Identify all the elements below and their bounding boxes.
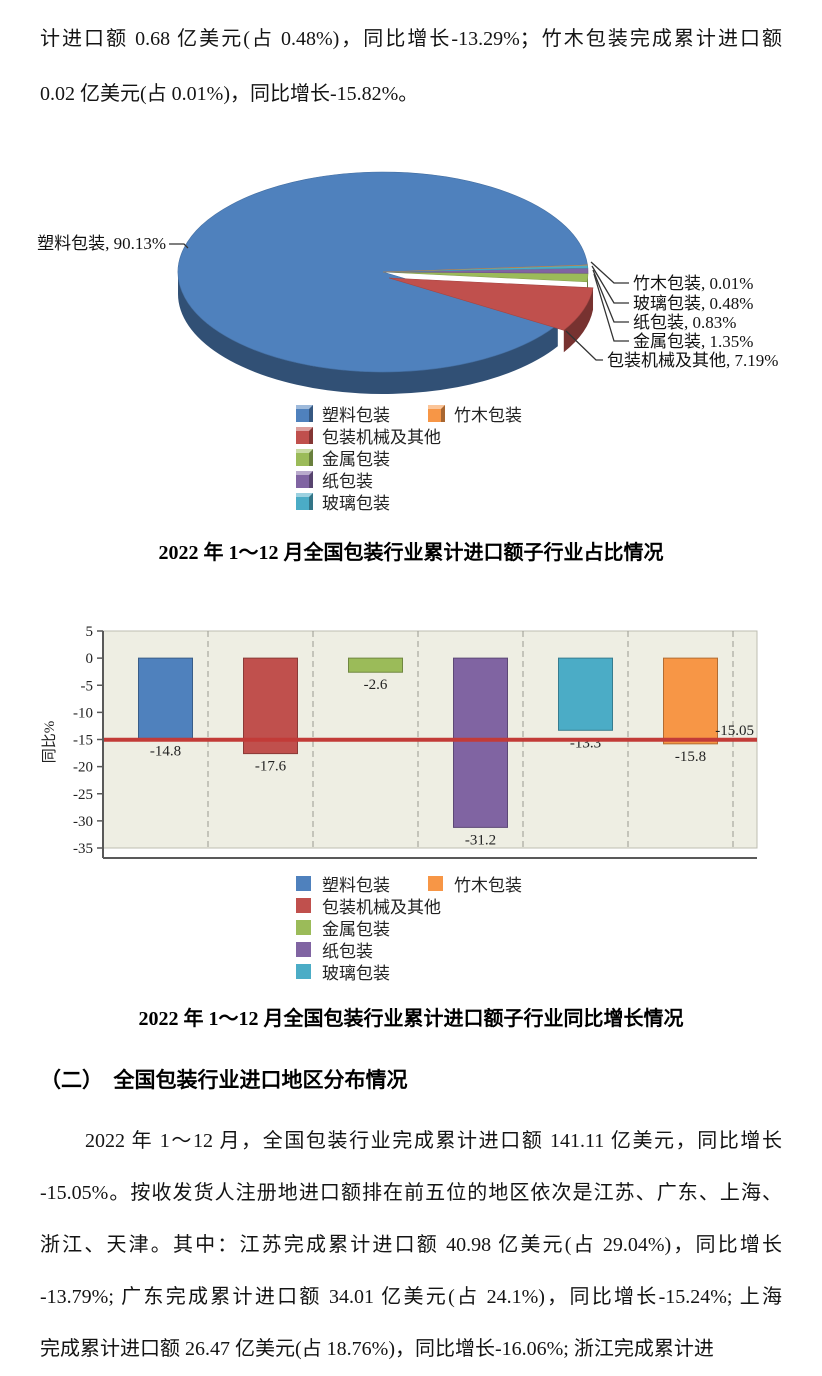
legend-cube-icon	[296, 404, 313, 422]
legend-label: 塑料包装	[322, 875, 390, 895]
legend-item: 塑料包装	[296, 402, 441, 425]
bar	[663, 657, 718, 745]
pie-slice	[382, 264, 588, 273]
legend-label: 纸包装	[322, 471, 373, 491]
pie-callout-label: 竹木包装, 0.01%	[633, 274, 753, 293]
tick-label: -35	[73, 841, 93, 857]
section-heading: （二） 全国包装行业进口地区分布情况	[40, 1068, 408, 1092]
intro-line: 计进口额 0.68 亿美元(占 0.48%)，同比增长-13.29%；竹木包装完…	[40, 28, 782, 50]
pie-callout-label: 纸包装, 0.83%	[633, 313, 736, 332]
legend-label: 竹木包装	[454, 405, 522, 425]
legend-item: 竹木包装	[428, 872, 522, 895]
y-axis-title: 同比%	[41, 721, 58, 764]
legend-label: 玻璃包装	[322, 493, 390, 513]
legend-label: 金属包装	[322, 449, 390, 469]
legend-label: 包装机械及其他	[322, 427, 441, 447]
tick-label: 5	[86, 624, 94, 640]
legend-swatch-icon	[296, 919, 311, 935]
tick-label: -30	[73, 814, 93, 830]
bar	[243, 657, 298, 755]
body-line: 2022 年 1～12 月，全国包装行业完成累计进口额 141.11 亿美元，同…	[85, 1130, 782, 1152]
bar-caption: 2022 年 1～12 月全国包装行业累计进口额子行业同比增长情况	[138, 1008, 684, 1030]
legend-swatch-icon	[296, 963, 311, 979]
body-line: 浙江、天津。其中：江苏完成累计进口额 40.98 亿美元(占 29.04%)，同…	[40, 1234, 782, 1256]
callout-line	[565, 330, 603, 361]
legend-label: 塑料包装	[322, 405, 390, 425]
pie-legend: 塑料包装 包装机械及其他 金属包装 纸包装 玻璃包装	[296, 402, 441, 513]
tick-label: -10	[73, 705, 93, 721]
tick-label: -20	[73, 760, 93, 776]
bar-value-label: -17.6	[255, 759, 287, 775]
tick-label: -25	[73, 787, 93, 803]
reference-line-label: -15.05	[715, 723, 754, 739]
legend-swatch-icon	[296, 875, 311, 891]
legend-label: 竹木包装	[454, 875, 522, 895]
tick-label: -5	[81, 678, 94, 694]
legend-cube-icon	[428, 404, 445, 422]
callout-line	[593, 273, 629, 342]
legend-label: 纸包装	[322, 941, 373, 961]
legend-cube-icon	[296, 492, 313, 510]
legend-swatch-icon	[296, 897, 311, 913]
bar	[558, 657, 613, 731]
pie-caption: 2022 年 1～12 月全国包装行业累计进口额子行业占比情况	[158, 542, 664, 564]
legend-cube-icon	[296, 470, 313, 488]
pie-slice	[177, 171, 588, 373]
legend-swatch-icon	[428, 875, 443, 891]
legend-label: 玻璃包装	[322, 963, 390, 983]
legend-item: 金属包装	[296, 446, 441, 469]
pie-callout-label: 金属包装, 1.35%	[633, 332, 753, 351]
bar-chart: -14.8 -17.6 -2.6 -31.2 -13.3 -15.8 5 0 -5 -10 -15…	[41, 624, 758, 859]
legend-item: 包装机械及其他	[296, 424, 441, 447]
legend-item: 纸包装	[296, 938, 441, 961]
legend-item: 金属包装	[296, 916, 441, 939]
bar-value-label: -13.3	[570, 735, 601, 751]
bar-value-label: -31.2	[465, 832, 496, 848]
bars: -14.8 -17.6 -2.6 -31.2 -13.3 -15.8	[138, 657, 718, 848]
tick-label: -15	[73, 733, 93, 749]
callout-line	[592, 269, 629, 323]
callout-line	[591, 265, 629, 304]
legend-item: 塑料包装	[296, 872, 441, 895]
y-axis-ticks: 5 0 -5 -10 -15 -20 -25 -30 -35	[73, 624, 103, 857]
pie-callout-label: 塑料包装, 90.13%	[37, 234, 166, 253]
tick-label: 0	[86, 651, 94, 667]
body-line: -15.05%。按收发货人注册地进口额排在前五位的地区依次是江苏、广东、上海、	[40, 1182, 782, 1204]
bar-legend-col2: 竹木包装	[428, 872, 522, 895]
legend-swatch-icon	[296, 941, 311, 957]
bar-value-label: -14.8	[150, 743, 181, 759]
pie-legend-col2: 竹木包装	[428, 402, 522, 425]
legend-cube-icon	[296, 448, 313, 466]
pie-callout-label: 玻璃包装, 0.48%	[633, 294, 753, 313]
pie-slice-side	[178, 272, 558, 394]
pie-chart: 塑料包装, 90.13% 竹木包装, 0.01% 玻璃包装, 0.48% 纸包装…	[37, 171, 778, 394]
legend-cube-icon	[296, 426, 313, 444]
bar	[453, 657, 508, 828]
legend-item: 玻璃包装	[296, 490, 441, 513]
legend-item: 纸包装	[296, 468, 441, 491]
gridlines	[207, 631, 734, 848]
bar	[348, 657, 403, 673]
body-line: 完成累计进口额 26.47 亿美元(占 18.76%)，同比增长-16.06%;…	[40, 1338, 714, 1360]
callout-line	[590, 261, 629, 284]
pie-slice	[388, 277, 594, 331]
callout-line	[169, 243, 189, 249]
bar-legend: 塑料包装 包装机械及其他 金属包装 纸包装 玻璃包装	[296, 872, 441, 983]
bar-value-label: -2.6	[364, 677, 388, 693]
pie-callout-label: 包装机械及其他, 7.19%	[607, 351, 778, 370]
bar-value-label: -15.8	[675, 749, 706, 765]
body-line: -13.79%; 广东完成累计进口额 34.01 亿美元(占 24.1%)，同比…	[40, 1286, 782, 1308]
legend-label: 包装机械及其他	[322, 897, 441, 917]
legend-item: 玻璃包装	[296, 960, 441, 983]
intro-line: 0.02 亿美元(占 0.01%)，同比增长-15.82%。	[40, 83, 419, 105]
legend-item: 包装机械及其他	[296, 894, 441, 917]
pie-slices	[177, 171, 594, 394]
legend-item: 竹木包装	[428, 402, 522, 425]
bar	[138, 657, 193, 739]
legend-label: 金属包装	[322, 919, 390, 939]
